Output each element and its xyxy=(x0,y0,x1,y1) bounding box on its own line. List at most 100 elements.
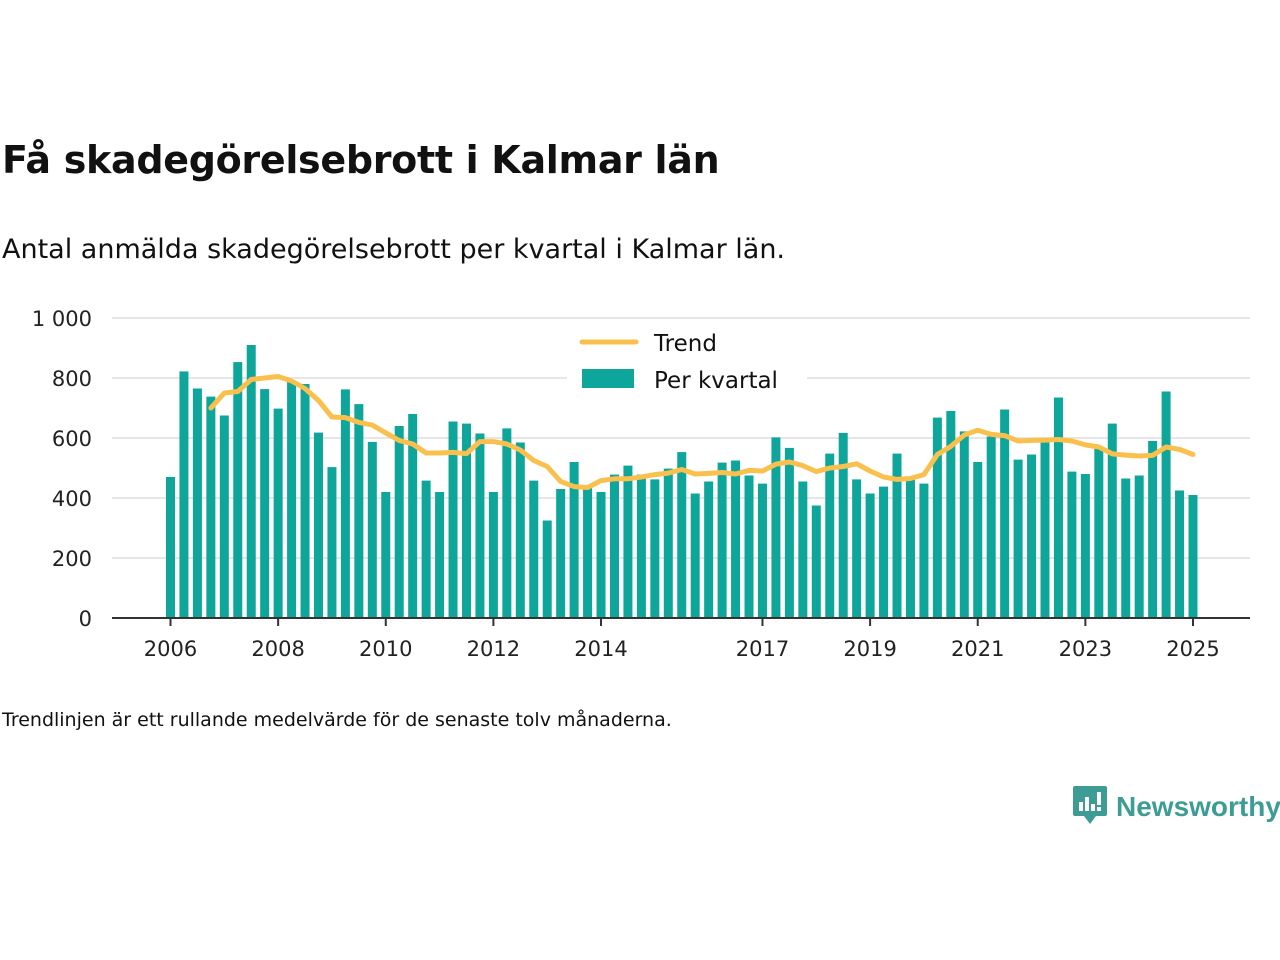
bar xyxy=(381,492,391,618)
footnote: Trendlinjen är ett rullande medelvärde f… xyxy=(2,709,672,731)
bar xyxy=(206,396,216,618)
bar xyxy=(1188,495,1198,618)
bar xyxy=(1067,471,1077,618)
bar xyxy=(1053,397,1063,618)
bar xyxy=(448,421,458,618)
x-tick-label: 2010 xyxy=(359,637,412,661)
bar xyxy=(946,411,956,618)
bar xyxy=(717,462,727,618)
bar xyxy=(609,474,619,618)
bar xyxy=(1107,423,1117,618)
bar xyxy=(475,433,485,618)
bar xyxy=(1040,442,1050,618)
bar xyxy=(515,442,525,618)
legend-trend-label: Trend xyxy=(653,331,717,357)
bar xyxy=(408,414,418,618)
bar xyxy=(583,486,593,618)
bar xyxy=(919,483,929,618)
bar xyxy=(1134,475,1144,618)
bar xyxy=(273,408,283,618)
bar xyxy=(542,520,552,618)
bar xyxy=(973,462,983,618)
legend-bar-label: Per kvartal xyxy=(654,368,778,394)
bar xyxy=(354,404,364,618)
bar xyxy=(690,493,700,618)
bar-series xyxy=(166,345,1198,618)
bar xyxy=(879,486,889,618)
x-tick-label: 2021 xyxy=(951,637,1004,661)
y-tick-label: 800 xyxy=(52,367,92,391)
x-tick-label: 2012 xyxy=(467,637,520,661)
bar xyxy=(932,417,942,618)
bar xyxy=(219,415,229,618)
bar xyxy=(892,453,902,618)
bar xyxy=(1148,441,1158,618)
bar xyxy=(1175,490,1185,618)
bar xyxy=(1161,391,1171,618)
bar xyxy=(663,468,673,618)
bar xyxy=(556,489,566,618)
bar xyxy=(704,481,714,618)
bar xyxy=(488,492,498,618)
bar xyxy=(811,505,821,618)
bar xyxy=(636,474,646,618)
bar xyxy=(1094,448,1104,618)
bar xyxy=(852,479,862,618)
bar xyxy=(784,447,794,618)
bar xyxy=(959,431,969,618)
bar xyxy=(394,426,404,618)
x-tick-label: 2014 xyxy=(574,637,627,661)
legend-background xyxy=(567,322,807,402)
trend-line xyxy=(208,374,1196,490)
chart-subtitle: Antal anmälda skadegörelsebrott per kvar… xyxy=(2,234,786,265)
bar xyxy=(246,345,256,618)
bar xyxy=(771,437,781,618)
y-tick-label: 1 000 xyxy=(32,307,92,331)
bar xyxy=(838,432,848,618)
bar xyxy=(1013,459,1023,618)
bar xyxy=(287,381,297,618)
bar xyxy=(367,441,377,618)
bar xyxy=(435,492,445,618)
y-tick-label: 200 xyxy=(52,547,92,571)
bar xyxy=(1080,474,1090,618)
bar xyxy=(233,362,243,618)
bar xyxy=(529,480,539,618)
bar xyxy=(905,477,915,618)
brand[interactable]: Newsworthy xyxy=(1072,784,1280,830)
bar xyxy=(1027,454,1037,618)
bar xyxy=(1000,409,1010,618)
x-tick-label: 2017 xyxy=(736,637,789,661)
bar xyxy=(461,423,471,618)
x-axis-ticks: 2006 2008 2010 2012 2014 2017 2019 2021 2023 2025 xyxy=(144,618,1220,661)
bar xyxy=(421,480,431,618)
bar xyxy=(340,389,350,618)
bar xyxy=(744,475,754,618)
x-tick-label: 2006 xyxy=(144,637,197,661)
bar xyxy=(313,432,323,618)
legend: Trend Per kvartal xyxy=(567,322,807,402)
x-tick-label: 2008 xyxy=(251,637,304,661)
y-tick-label: 0 xyxy=(79,607,92,631)
bar xyxy=(798,481,808,618)
bar xyxy=(825,453,835,618)
x-tick-label: 2025 xyxy=(1166,637,1219,661)
newsworthy-logo-icon xyxy=(1072,784,1108,830)
bar xyxy=(166,477,175,618)
bar xyxy=(596,492,606,618)
bar xyxy=(1121,478,1131,618)
bar xyxy=(327,467,337,618)
x-tick-label: 2019 xyxy=(843,637,896,661)
bar xyxy=(650,479,660,618)
bar xyxy=(623,465,633,618)
bar xyxy=(865,493,875,618)
brand-name: Newsworthy xyxy=(1116,791,1280,822)
bar xyxy=(179,371,189,618)
legend-bar-swatch xyxy=(582,369,634,388)
y-tick-label: 400 xyxy=(52,487,92,511)
bar xyxy=(300,384,310,618)
bar xyxy=(986,436,996,618)
bar xyxy=(677,452,687,618)
bar xyxy=(260,389,270,618)
